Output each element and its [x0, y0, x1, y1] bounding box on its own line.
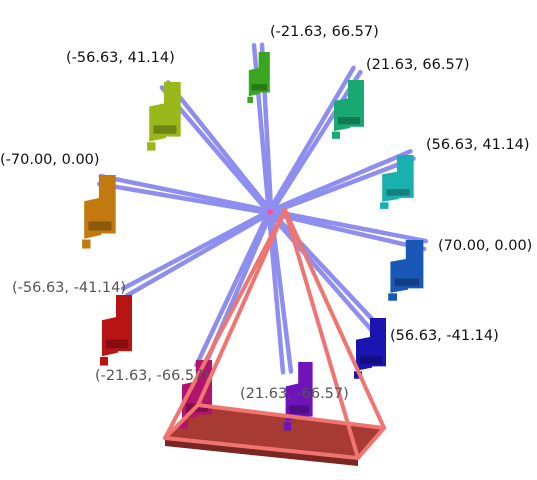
car-1 [247, 52, 270, 103]
car-10 [147, 82, 181, 151]
car-4 [388, 240, 424, 301]
spoke-7 [194, 209, 272, 368]
car-back [163, 82, 181, 137]
coordinate-label-9: (-70.00, 0.00) [0, 152, 100, 168]
coordinate-label-4: (70.00, 0.00) [438, 238, 532, 254]
spoke-3 [268, 156, 416, 216]
coordinate-label-10: (-56.63, 41.14) [66, 50, 175, 66]
car-side [285, 383, 300, 422]
spoke-2 [266, 65, 356, 214]
car-3 [380, 155, 414, 209]
coordinate-label-6: (21.63, -66.57) [240, 386, 349, 402]
coordinate-label-1: (-21.63, 66.57) [270, 24, 379, 40]
car-9 [82, 175, 116, 249]
car-back [298, 362, 313, 417]
car-side [149, 103, 166, 142]
car-step [283, 422, 291, 431]
spoke-3 [267, 149, 413, 214]
car-side [356, 336, 372, 371]
car-back [348, 80, 364, 127]
car-side [382, 171, 399, 202]
car-side [102, 316, 118, 357]
car-seat [289, 405, 309, 414]
car-step [247, 96, 253, 103]
spoke-8 [120, 208, 272, 291]
car-6 [283, 362, 313, 431]
coordinate-labels: (-21.63, 66.57) (21.63, 66.57) (56.63, 41.… [0, 24, 532, 402]
spoke-9 [98, 173, 273, 214]
car-back [98, 175, 116, 234]
car-back [116, 295, 132, 352]
car-seat [251, 84, 267, 91]
spoke-5 [268, 208, 381, 328]
spoke-9 [97, 181, 273, 216]
car-5 [354, 318, 386, 379]
coordinate-label-5: (56.63, -41.14) [390, 328, 499, 344]
car-back [396, 155, 414, 198]
car-step [332, 131, 340, 139]
car-seat [386, 189, 410, 196]
car-step [82, 239, 91, 249]
spoke-4 [267, 208, 429, 244]
frame-leg-4 [283, 208, 360, 460]
hub [267, 209, 273, 215]
car-step [147, 142, 156, 151]
spoke-6 [268, 209, 294, 374]
car-step [388, 293, 397, 301]
car-seat [88, 221, 112, 231]
car-seat [153, 125, 177, 134]
coordinate-label-2: (21.63, 66.57) [366, 57, 470, 73]
frame-leg-3 [283, 208, 386, 430]
support-frame [163, 208, 386, 460]
spoke-2 [268, 69, 363, 215]
car-step [100, 356, 108, 366]
car-step [180, 420, 188, 429]
car-seat [360, 356, 382, 364]
car-seat [338, 117, 360, 125]
car-side [334, 98, 350, 131]
coordinate-label-7: (-21.63, -66.57) [95, 368, 209, 384]
coordinate-label-3: (56.63, 41.14) [426, 137, 530, 153]
frame-base-rim [163, 403, 386, 460]
car-back [405, 240, 424, 289]
car-side [248, 67, 260, 97]
car-side [84, 197, 101, 239]
car-back [258, 52, 270, 93]
frame-leg-2 [196, 208, 287, 407]
car-2 [332, 80, 364, 139]
car-back [370, 318, 386, 367]
car-8 [100, 295, 132, 366]
car-step [380, 202, 389, 209]
car-seat [394, 278, 419, 286]
frame-leg-1 [163, 208, 287, 440]
car-seat [106, 339, 128, 349]
base-platform [165, 405, 384, 458]
spoke-8 [124, 210, 273, 298]
coordinate-label-8: (-56.63, -41.14) [12, 280, 126, 296]
spoke-10 [165, 80, 274, 214]
spoke-5 [266, 210, 375, 333]
spoke-4 [267, 210, 427, 252]
car-side [390, 258, 408, 293]
